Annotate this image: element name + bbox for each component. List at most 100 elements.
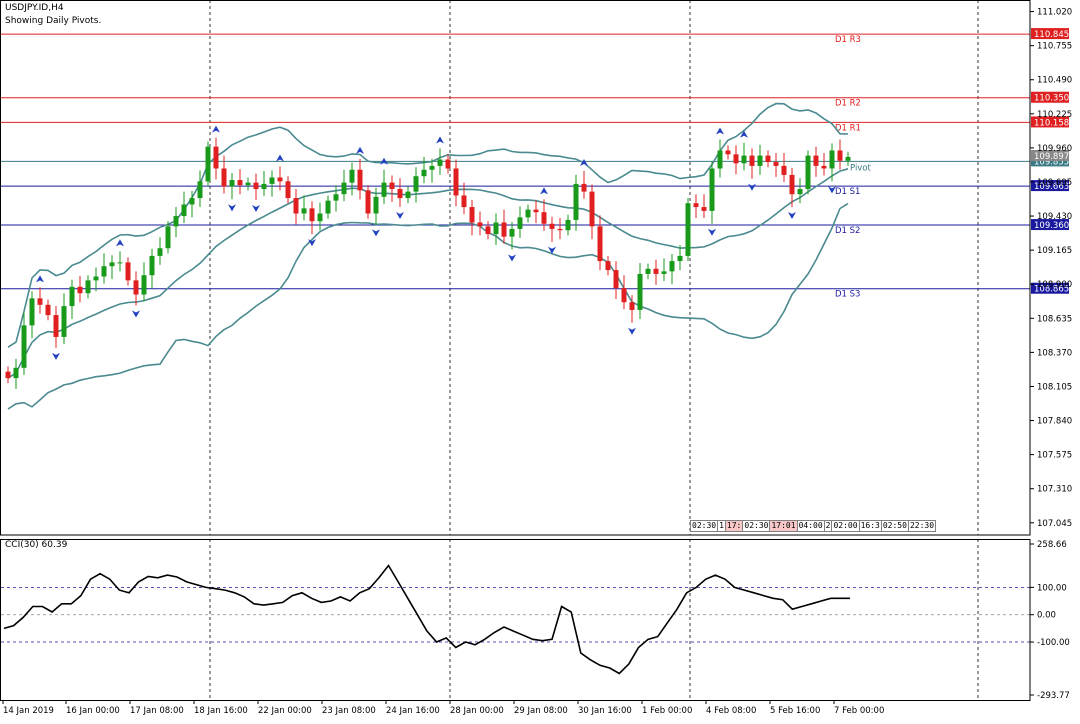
candle-body bbox=[797, 189, 803, 195]
candle-body bbox=[189, 198, 195, 205]
candle-body bbox=[373, 196, 379, 214]
candle-body bbox=[701, 207, 707, 211]
candle-body bbox=[245, 182, 251, 186]
pivot-price-tag-label: 110.845 bbox=[1034, 30, 1069, 40]
candle-body bbox=[829, 150, 835, 169]
candle-body bbox=[805, 155, 811, 190]
candle-body bbox=[669, 261, 675, 272]
candle-body bbox=[149, 255, 155, 276]
candle-body bbox=[533, 209, 539, 213]
price-tick-label: 108.900 bbox=[1037, 280, 1072, 290]
fractal-down-icon bbox=[828, 186, 836, 194]
cci-panel-frame bbox=[0, 539, 1031, 701]
time-tick-label: 17 Jan 08:00 bbox=[130, 706, 184, 716]
pivot-price-tag-label: 108.865 bbox=[1034, 285, 1069, 295]
fractal-up-icon bbox=[36, 275, 44, 283]
candle-body bbox=[53, 315, 59, 337]
price-tick-label: 108.370 bbox=[1037, 348, 1072, 358]
candle-body bbox=[517, 217, 523, 229]
fractal-down-icon bbox=[132, 310, 140, 318]
candle-body bbox=[477, 222, 483, 227]
candlesticks bbox=[5, 137, 851, 390]
time-tick-label: 14 Jan 2019 bbox=[3, 706, 54, 716]
pivot-price-tag-label: 110.158 bbox=[1034, 118, 1069, 128]
pivot-line-label: D1 S1 bbox=[835, 187, 860, 197]
candle-body bbox=[317, 213, 323, 222]
candle-body bbox=[557, 228, 563, 231]
candle-body bbox=[581, 183, 587, 192]
candle-body bbox=[37, 298, 43, 305]
fractal-up-icon bbox=[740, 130, 748, 138]
candle-body bbox=[301, 208, 307, 214]
candle-body bbox=[589, 191, 595, 227]
candle-body bbox=[93, 276, 99, 281]
fractal-down-icon bbox=[748, 183, 756, 191]
price-tick-label: 109.960 bbox=[1037, 144, 1072, 154]
price-tick-label: 107.045 bbox=[1037, 519, 1072, 529]
session-time-box: 02:30 bbox=[690, 520, 719, 532]
candle-body bbox=[285, 181, 291, 199]
fractal-up-icon bbox=[212, 125, 220, 133]
candle-body bbox=[509, 228, 515, 237]
candle-body bbox=[237, 180, 243, 186]
time-tick-label: 30 Jan 16:00 bbox=[578, 706, 632, 716]
session-time-box: 17:01 bbox=[769, 520, 798, 532]
candle-body bbox=[629, 302, 635, 310]
price-tick-label: 108.635 bbox=[1037, 314, 1072, 324]
candle-body bbox=[309, 208, 315, 222]
candle-body bbox=[165, 226, 171, 249]
time-tick-label: 28 Jan 00:00 bbox=[450, 706, 504, 716]
fractal-up-icon bbox=[276, 154, 284, 162]
candle-body bbox=[405, 191, 411, 199]
session-time-box: 02:00 bbox=[831, 520, 860, 532]
candle-body bbox=[661, 271, 667, 274]
time-tick-label: 7 Feb 00:00 bbox=[834, 706, 884, 716]
fractal-up-icon bbox=[380, 157, 388, 165]
cci-line bbox=[3, 564, 850, 675]
time-tick-label: 1 Feb 00:00 bbox=[642, 706, 692, 716]
pivot-line-label: D1 R3 bbox=[835, 35, 861, 45]
candle-body bbox=[773, 162, 779, 166]
candle-body bbox=[725, 150, 731, 155]
session-time-box: 02:50 bbox=[880, 520, 909, 532]
bollinger-lower-band bbox=[7, 202, 849, 410]
candle-body bbox=[501, 222, 507, 237]
fractal-markers bbox=[36, 125, 836, 360]
candle-body bbox=[461, 195, 467, 208]
candle-body bbox=[261, 183, 267, 190]
fractal-up-icon bbox=[540, 187, 548, 195]
candle-body bbox=[397, 189, 403, 199]
candle-body bbox=[21, 325, 27, 368]
time-tick-label: 23 Jan 08:00 bbox=[322, 706, 376, 716]
candle-body bbox=[813, 155, 819, 166]
time-tick-label: 18 Jan 16:00 bbox=[194, 706, 248, 716]
time-tick-label: 24 Jan 16:00 bbox=[386, 706, 440, 716]
candle-body bbox=[613, 270, 619, 289]
fractal-down-icon bbox=[252, 204, 260, 212]
pivot-price-tag-label: 109.855 bbox=[1034, 157, 1069, 167]
cci-tick-label: 258.66 bbox=[1037, 540, 1067, 550]
price-tick-label: 111.020 bbox=[1037, 8, 1072, 18]
candle-body bbox=[789, 174, 795, 195]
candle-body bbox=[765, 155, 771, 163]
fractal-down-icon bbox=[308, 239, 316, 247]
session-time-box: 17: bbox=[724, 520, 744, 532]
candle-body bbox=[821, 165, 827, 169]
candle-body bbox=[413, 176, 419, 192]
session-time-box: 02:30 bbox=[742, 520, 771, 532]
candle-body bbox=[781, 165, 787, 175]
bollinger-bands bbox=[7, 102, 849, 410]
session-time-box: 04:00 bbox=[796, 520, 825, 532]
candle-body bbox=[117, 262, 123, 264]
candle-body bbox=[77, 286, 83, 294]
cci-tick-label: 100.00 bbox=[1037, 583, 1067, 593]
candle-body bbox=[333, 194, 339, 201]
candle-body bbox=[525, 209, 531, 218]
candle-body bbox=[61, 306, 67, 337]
candle-body bbox=[645, 268, 651, 274]
candle-body bbox=[469, 207, 475, 223]
candle-body bbox=[437, 159, 443, 166]
candle-body bbox=[621, 288, 627, 303]
